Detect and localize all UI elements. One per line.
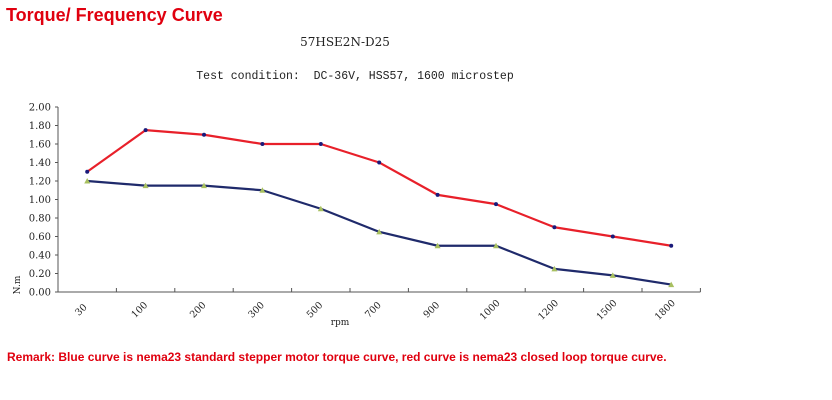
data-point bbox=[435, 192, 440, 197]
data-point bbox=[202, 132, 206, 137]
remark-text: Remark: Blue curve is nema23 standard st… bbox=[7, 350, 667, 364]
data-point bbox=[609, 272, 616, 278]
data-point bbox=[669, 243, 674, 248]
data-point bbox=[377, 160, 382, 165]
data-point bbox=[84, 178, 91, 184]
y-tick-label: 0.80 bbox=[29, 214, 51, 225]
x-tick-label: 500 bbox=[305, 300, 326, 321]
x-tick-label: 200 bbox=[188, 300, 209, 321]
y-axis-label: N.m bbox=[13, 275, 23, 294]
data-point bbox=[552, 225, 557, 230]
x-tick-label: 1000 bbox=[478, 298, 503, 323]
y-tick-label: 1.00 bbox=[29, 195, 51, 206]
data-point bbox=[143, 128, 148, 133]
y-tick-label: 0.60 bbox=[29, 232, 51, 243]
x-axis-label: rpm bbox=[331, 318, 350, 328]
y-tick-label: 1.60 bbox=[29, 140, 51, 151]
data-point bbox=[201, 182, 207, 189]
x-tick-label: 30 bbox=[73, 302, 89, 318]
data-point bbox=[551, 265, 558, 272]
x-tick-label: 900 bbox=[422, 300, 443, 321]
y-tick-label: 0.40 bbox=[29, 251, 51, 262]
data-point bbox=[610, 234, 615, 239]
data-point bbox=[668, 281, 675, 288]
data-point bbox=[259, 187, 266, 193]
page-title: Torque/ Frequency Curve bbox=[6, 5, 223, 25]
y-tick-label: 0.20 bbox=[29, 269, 51, 280]
data-point bbox=[493, 242, 499, 249]
series-line-0 bbox=[86, 129, 672, 247]
y-tick-label: 1.80 bbox=[29, 121, 51, 132]
data-point bbox=[260, 142, 265, 146]
y-tick-label: 2.00 bbox=[29, 103, 51, 114]
data-point bbox=[494, 202, 498, 207]
data-point bbox=[434, 242, 441, 249]
y-tick-label: 0.00 bbox=[29, 288, 51, 299]
x-tick-label: 700 bbox=[363, 300, 384, 321]
x-tick-label: 1500 bbox=[595, 298, 620, 323]
data-point bbox=[376, 228, 383, 235]
data-point bbox=[142, 182, 149, 189]
x-tick-label: 1800 bbox=[653, 298, 678, 323]
x-tick-label: 1200 bbox=[536, 298, 561, 323]
chart-subtitle: Test condition: DC-36V, HSS57, 1600 micr… bbox=[196, 70, 514, 83]
data-point bbox=[85, 169, 90, 174]
x-tick-label: 300 bbox=[246, 300, 267, 321]
y-tick-label: 1.40 bbox=[29, 158, 51, 169]
x-tick-label: 100 bbox=[130, 300, 151, 321]
y-tick-label: 1.20 bbox=[29, 177, 51, 188]
data-point bbox=[317, 205, 324, 212]
chart-title: 57HSE2N-D25 bbox=[300, 35, 390, 49]
data-point bbox=[318, 142, 323, 146]
